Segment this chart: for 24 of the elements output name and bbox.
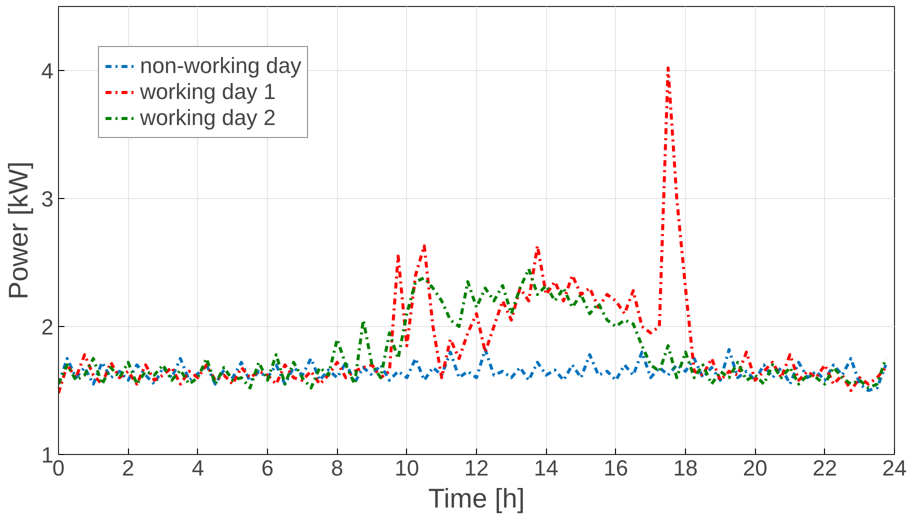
legend-label: working day 2 (140, 105, 276, 131)
line-series (58, 348, 888, 392)
x-axis-title: Time [h] (428, 484, 525, 514)
legend-label: non-working day (140, 53, 302, 79)
line-series (58, 267, 888, 390)
x-tick-label: 22 (812, 456, 838, 480)
x-tick-label: 2 (122, 456, 134, 480)
x-tick-label: 10 (394, 456, 420, 480)
legend-label: working day 1 (140, 79, 276, 105)
y-axis-title: Power [kW] (3, 161, 34, 300)
x-tick-label: 14 (534, 456, 558, 480)
x-tick-label: 12 (464, 456, 489, 480)
y-tick-label: 2 (41, 314, 54, 340)
y-tick-label: 3 (41, 186, 54, 212)
x-tick-label: 24 (882, 456, 907, 480)
x-tick-label: 18 (673, 456, 698, 480)
x-tick-label: 0 (52, 456, 65, 480)
x-tick-label: 16 (604, 456, 628, 480)
x-tick-label: 8 (331, 456, 344, 480)
x-tick-label: 20 (742, 456, 768, 480)
y-tick-label: 4 (41, 58, 54, 84)
y-tick-label: 1 (41, 442, 54, 468)
x-tick-label: 6 (261, 456, 274, 480)
x-tick-label: 4 (192, 456, 204, 480)
